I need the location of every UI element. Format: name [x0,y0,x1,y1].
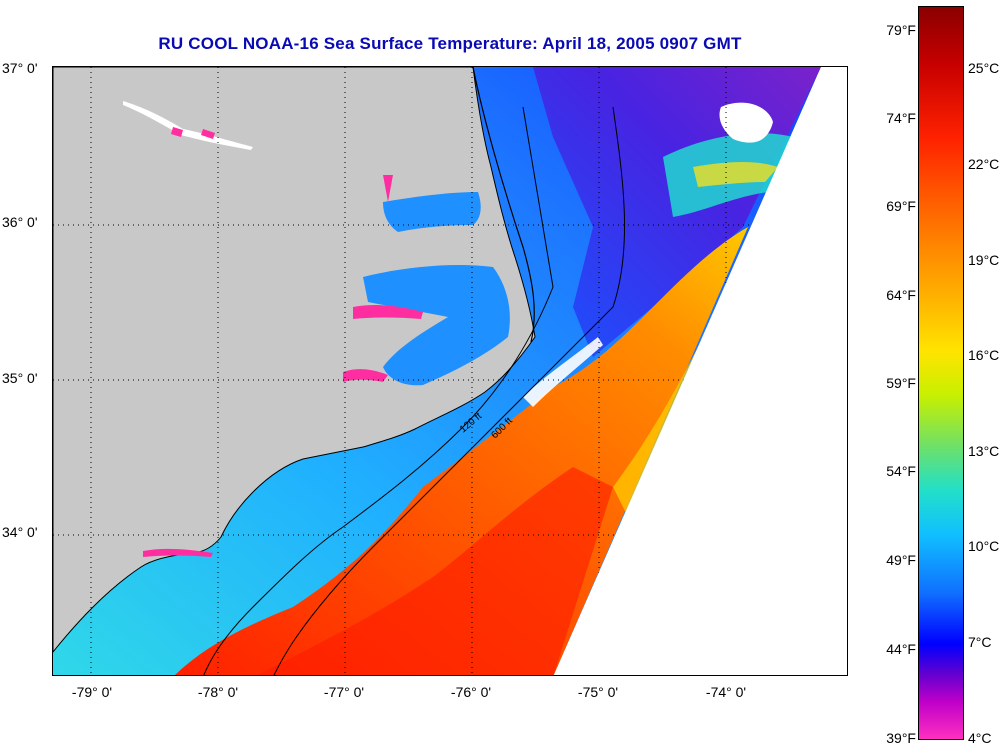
lon-label-77: -77° 0' [323,684,365,700]
colorbar-c-16: 16°C [968,347,1000,363]
inland-lake-pink [171,127,183,137]
northeast-yellow [693,162,778,187]
chowan-river [383,175,393,202]
colorbar-f-54: 54°F [886,463,916,479]
lon-label-76: -76° 0' [450,684,492,700]
warm-edge-yellow [613,337,703,517]
colorbar-f-69: 69°F [886,198,916,214]
pamlico-river [353,304,423,319]
inland-lake [123,101,253,150]
colorbar-c-7: 7°C [968,634,992,650]
lat-label-35: 35° 0' [2,370,38,386]
colorbar-f-79: 79°F [886,22,916,38]
colorbar-f-74: 74°F [886,110,916,126]
colorbar-c-13: 13°C [968,443,1000,459]
warm-core [256,467,613,675]
lat-label-34: 34° 0' [2,524,38,540]
pamlico-sound [363,265,510,386]
colorbar-c-22: 22°C [968,156,1000,172]
lon-label-79: -79° 0' [71,684,113,700]
colorbar-c-19: 19°C [968,252,1000,268]
colorbar-f-49: 49°F [886,552,916,568]
colorbar-c-25: 25°C [968,60,1000,76]
colorbar-f-44: 44°F [886,641,916,657]
sst-map-graphic: 120 ft 600 ft [53,67,847,675]
colorbar-c-10: 10°C [968,538,1000,554]
no-data-region [553,67,847,675]
cloud-edge [523,337,603,407]
lon-label-78: -78° 0' [197,684,239,700]
colorbar-c-4: 4°C [968,730,992,746]
map-title: RU COOL NOAA-16 Sea Surface Temperature:… [158,34,742,53]
lat-label-37: 37° 0' [2,60,38,76]
albemarle-sound [383,192,481,232]
colorbar-f-39: 39°F [886,730,916,746]
temperature-colorbar [918,6,964,740]
colorbar-f-64: 64°F [886,287,916,303]
cloud-patch [719,102,773,143]
inland-lake-pink-2 [201,129,215,139]
lat-label-36: 36° 0' [2,214,38,230]
sst-map: 120 ft 600 ft [52,66,848,676]
contour-600ft [273,106,626,675]
coastal-lagoon [143,548,213,557]
neuse-river [343,369,388,382]
lon-label-74: -74° 0' [705,684,747,700]
lon-label-75: -75° 0' [577,684,619,700]
contour-120ft [203,106,554,675]
colorbar-f-59: 59°F [886,375,916,391]
outer-banks [472,67,535,343]
